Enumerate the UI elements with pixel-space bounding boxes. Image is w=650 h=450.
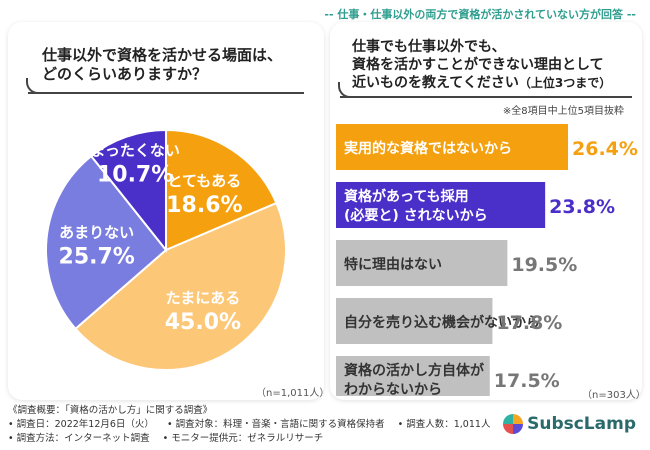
pie-question-line-1: 仕事以外で資格を活かせる場面は、 bbox=[42, 46, 283, 64]
bar-category-label: 資格があっても採用 bbox=[344, 188, 469, 205]
bar-value-label: 17.8% bbox=[496, 312, 562, 334]
pie-value-label: 10.7% bbox=[97, 163, 173, 188]
bar-category-label: 実用的な資格ではないから bbox=[344, 140, 512, 157]
pie-value-label: 18.6% bbox=[166, 193, 242, 218]
bar-value-label: 17.5% bbox=[494, 370, 560, 392]
bar-chart: 実用的な資格ではないから 26.4% 資格があっても採用 (必要と) されないから 23… bbox=[336, 124, 638, 396]
bar-value-label: 23.8% bbox=[549, 196, 615, 218]
bar-sample-size: （n=303人） bbox=[582, 390, 646, 401]
lamp-logo-icon bbox=[503, 414, 524, 434]
respondent-note: -- 仕事・仕事以外の両方で資格が活かされていない方が回答 -- bbox=[324, 8, 636, 21]
bar bbox=[336, 356, 490, 396]
bar-value-label: 19.5% bbox=[511, 254, 577, 276]
survey-count: • 調査人数：1,011人 bbox=[397, 419, 491, 430]
brand-logo: SubscLamp bbox=[503, 414, 636, 434]
survey-date: • 調査日：2022年12月6日（火） bbox=[8, 419, 154, 430]
pie-category-label: あまりない bbox=[59, 224, 134, 242]
bar-question-line-1: 仕事でも仕事以外でも、 bbox=[352, 39, 506, 55]
bar-category-label: 自分を売り込む機会がないから bbox=[344, 314, 540, 331]
pie-slice bbox=[165, 128, 278, 252]
pie-chart: とてもある 18.6% たまにある 45.0% あまりない 25.7% まったくない 10.7… bbox=[45, 128, 287, 371]
pie-category-label: とてもある bbox=[167, 172, 241, 190]
bar bbox=[336, 298, 493, 344]
pie-question-line-2: どのくらいありますか？ bbox=[42, 65, 208, 83]
bar-category-label: わからないから bbox=[344, 382, 442, 396]
pie-card: 仕事以外で資格を活かせる場面は、 どのくらいありますか？ とてもある 18.6% た… bbox=[8, 22, 329, 400]
pie-slice bbox=[45, 154, 168, 331]
bar-question-line-3: 近いものを教えてください（上位3つまで） bbox=[352, 75, 612, 91]
survey-target: • 調査対象：料理・音楽・言語に関する資格保持者 bbox=[166, 419, 385, 430]
survey-summary-title: 《調査概要：「資格の活かし方」に関する調査》 bbox=[8, 405, 213, 416]
bar-question-suffix: （上位3つまで） bbox=[518, 76, 612, 90]
bar-card: 仕事でも仕事以外でも、 資格を活かすことができない理由として 近いものを教えてく… bbox=[330, 22, 646, 401]
pie-category-label: たまにある bbox=[166, 289, 241, 307]
bar-category-label: 資格の活かし方自体が bbox=[344, 362, 485, 379]
bar-category-label: 特に理由はない bbox=[344, 256, 442, 273]
pie-slice bbox=[89, 128, 167, 253]
pie-value-label: 25.7% bbox=[59, 245, 135, 270]
pie-value-label: 45.0% bbox=[165, 310, 241, 335]
survey-summary: 《調査概要：「資格の活かし方」に関する調査》 • 調査日：2022年12月6日（… bbox=[8, 404, 500, 446]
survey-provider: • モニター提供元：ゼネラルリサーチ bbox=[162, 433, 324, 444]
brand-logo-text: SubscLamp bbox=[527, 414, 636, 434]
bar bbox=[336, 182, 546, 228]
bar bbox=[336, 240, 508, 286]
bar-question-line-2: 資格を活かすことができない理由として bbox=[352, 57, 604, 73]
bar-note: ※全8項目中上位5項目抜粋 bbox=[502, 106, 624, 117]
bar-category-label: (必要と) されないから bbox=[344, 207, 488, 224]
bar-value-label: 26.4% bbox=[572, 138, 638, 160]
pie-question: 仕事以外で資格を活かせる場面は、 どのくらいありますか？ bbox=[26, 40, 304, 94]
pie-sample-size: （n=1,011人） bbox=[256, 388, 330, 399]
pie-slice bbox=[74, 201, 287, 371]
survey-method: • 調査方法：インターネット調査 bbox=[8, 433, 150, 444]
bar-question: 仕事でも仕事以外でも、 資格を活かすことができない理由として 近いものを教えてく… bbox=[338, 32, 632, 98]
bar bbox=[336, 124, 568, 170]
pie-category-label: まったくない bbox=[90, 142, 179, 160]
